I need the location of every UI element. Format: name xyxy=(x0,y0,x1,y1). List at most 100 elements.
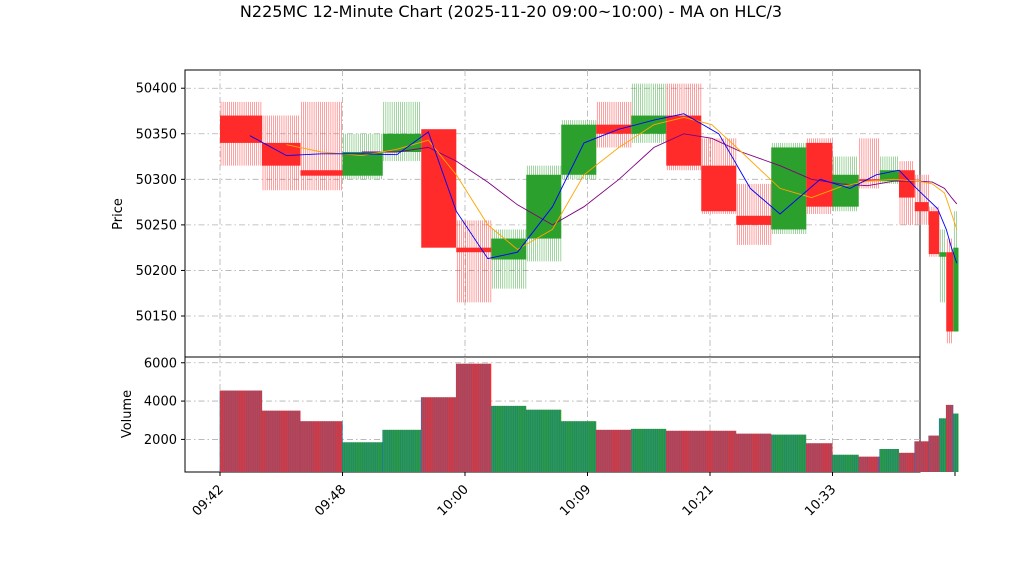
volume-series xyxy=(219,363,959,472)
volume-bar xyxy=(261,410,301,472)
x-tick-label: 09:48 xyxy=(312,482,349,519)
x-axis: 09:42 09:48 10:00 10:09 10:21 10:33 xyxy=(190,472,956,519)
candle-body xyxy=(491,238,527,260)
volume-bar-fill xyxy=(946,404,954,472)
candle-down xyxy=(899,161,915,225)
candle-up xyxy=(953,211,959,332)
candle-body xyxy=(382,133,422,152)
volume-bar xyxy=(342,442,383,472)
volume-bar xyxy=(490,405,527,472)
candle-down xyxy=(421,129,457,248)
volume-bar xyxy=(945,404,954,472)
candle-down xyxy=(300,101,343,191)
candle-body xyxy=(631,115,667,134)
candle-body xyxy=(701,165,737,212)
volume-bar-fill xyxy=(914,441,929,472)
price-tick-label: 50350 xyxy=(136,127,177,142)
volume-bar xyxy=(805,443,833,472)
volume-bar-fill xyxy=(953,413,959,472)
price-tick-label: 50300 xyxy=(136,173,177,188)
volume-tick-label: 4000 xyxy=(144,395,177,410)
candle-body xyxy=(858,179,880,182)
volume-bar xyxy=(700,430,737,472)
price-tick-label: 50150 xyxy=(136,310,177,325)
volume-bar xyxy=(300,421,343,472)
price-tick-label: 50400 xyxy=(136,82,177,97)
volume-bar xyxy=(382,429,422,472)
volume-bar xyxy=(219,390,263,472)
candle-down xyxy=(736,183,772,245)
candle-body xyxy=(262,142,301,166)
candle-body xyxy=(300,170,343,176)
candle-down xyxy=(596,101,632,148)
volume-bar xyxy=(898,452,915,472)
candle-down xyxy=(928,206,940,257)
price-tick-label: 50250 xyxy=(136,218,177,233)
candle-body xyxy=(526,174,562,239)
x-tick-label: 10:09 xyxy=(557,482,594,519)
price-axis-label: Price xyxy=(111,198,126,230)
candlestick-series xyxy=(220,83,959,344)
candle-up xyxy=(631,83,667,143)
candle-body xyxy=(879,170,899,182)
candle-body xyxy=(953,247,959,332)
ma-fast-line xyxy=(249,113,958,264)
candle-up xyxy=(939,229,947,303)
volume-bar xyxy=(858,456,880,472)
volume-axis-label: Volume xyxy=(120,390,135,438)
volume-y-axis: 2000 4000 6000 xyxy=(144,356,185,448)
candle-up xyxy=(526,165,562,262)
volume-bar-fill xyxy=(939,418,947,472)
candle-down xyxy=(806,138,833,214)
volume-bar xyxy=(770,434,807,472)
volume-bar xyxy=(938,418,947,472)
candle-body xyxy=(914,202,929,212)
candle-body xyxy=(806,142,833,207)
candle-body xyxy=(421,129,457,248)
candle-body xyxy=(561,124,597,175)
volume-bar xyxy=(952,413,959,472)
x-tick-label: 09:42 xyxy=(190,482,227,519)
volume-bar xyxy=(420,397,457,472)
candle-body xyxy=(456,247,492,253)
candle-body xyxy=(736,215,772,225)
volume-tick-label: 2000 xyxy=(144,433,177,448)
volume-bar xyxy=(560,421,597,472)
x-tick-label: 10:00 xyxy=(435,482,472,519)
volume-bar-fill xyxy=(899,452,915,472)
candle-body xyxy=(771,147,807,230)
candle-up xyxy=(491,229,527,289)
candle-down xyxy=(701,138,737,214)
candle-down xyxy=(262,115,301,191)
candle-body xyxy=(832,174,859,207)
volume-bar xyxy=(832,454,859,472)
volume-bar xyxy=(665,430,702,472)
volume-bar xyxy=(630,428,667,472)
ma-mid-line xyxy=(286,116,958,251)
candle-down xyxy=(220,101,262,166)
price-panel: 50150 50200 50250 50300 50350 50400 Price xyxy=(111,69,959,358)
volume-bar xyxy=(595,429,632,472)
volume-bar xyxy=(735,433,772,472)
price-y-axis: 50150 50200 50250 50300 50350 50400 xyxy=(136,82,185,325)
candle-body xyxy=(946,252,954,332)
volume-bar xyxy=(914,441,929,472)
candle-up xyxy=(832,156,859,212)
candle-up xyxy=(342,133,383,180)
ma-slow-line xyxy=(361,133,958,226)
price-tick-label: 50200 xyxy=(136,264,177,279)
candle-up xyxy=(771,142,807,234)
x-tick-label: 10:33 xyxy=(802,482,839,519)
chart-title: N225MC 12-Minute Chart (2025-11-20 09:00… xyxy=(240,2,782,21)
volume-bar xyxy=(455,363,492,472)
volume-panel: 2000 4000 6000 Volume xyxy=(120,356,959,473)
volume-bar xyxy=(525,409,562,472)
volume-bar-fill xyxy=(879,449,899,472)
candle-down xyxy=(666,83,702,171)
x-tick-label: 10:21 xyxy=(680,482,717,519)
candle-body xyxy=(899,170,915,198)
volume-bar xyxy=(879,449,899,472)
candle-down xyxy=(456,220,492,303)
volume-bar-fill xyxy=(928,435,940,472)
candle-up xyxy=(561,120,597,180)
